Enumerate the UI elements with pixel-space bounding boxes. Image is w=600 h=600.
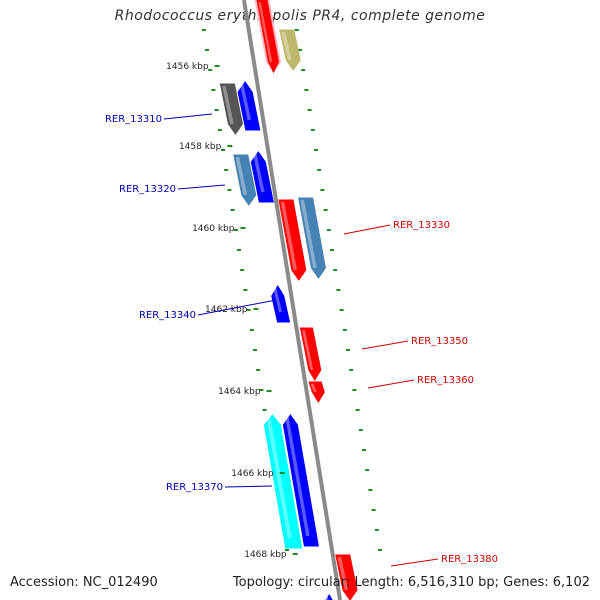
gene-red-13360[interactable] bbox=[308, 381, 325, 403]
accession-text: Accession: NC_012490 bbox=[10, 575, 158, 590]
gene-red-top[interactable] bbox=[256, 0, 280, 74]
gene-blue-bottom[interactable] bbox=[323, 594, 339, 600]
gene-leader-line bbox=[177, 184, 226, 190]
gene-blue-13370[interactable] bbox=[282, 414, 319, 547]
gene-red-13380[interactable] bbox=[335, 554, 358, 600]
tick-label: 1458 kbp bbox=[179, 142, 222, 152]
gene-leader-line bbox=[343, 224, 391, 235]
gene-red-13350[interactable] bbox=[299, 327, 322, 381]
gene-label-right[interactable]: RER_13380 bbox=[441, 554, 498, 565]
gene-leader-line bbox=[367, 379, 415, 389]
gene-label-layer: RER_13310 RER_13320 RER_13340 RER_13370 RER_… bbox=[105, 113, 498, 567]
gene-steel-13330[interactable] bbox=[298, 197, 327, 279]
gene-red-13330[interactable] bbox=[278, 199, 307, 281]
gene-label-right[interactable]: RER_13350 bbox=[411, 336, 468, 347]
gene-label-right[interactable]: RER_13360 bbox=[417, 375, 474, 386]
gene-blue-13320[interactable] bbox=[250, 151, 274, 203]
gene-label-left[interactable]: RER_13310 bbox=[105, 114, 162, 125]
gene-gray[interactable] bbox=[219, 83, 243, 135]
genome-backbone bbox=[242, 0, 342, 600]
tick-label: 1466 kbp bbox=[231, 469, 274, 479]
gene-leader-line bbox=[163, 113, 213, 120]
gene-khaki-top[interactable] bbox=[279, 29, 301, 71]
gene-leader-line bbox=[361, 340, 409, 350]
gene-label-left[interactable]: RER_13320 bbox=[119, 184, 176, 195]
gene-label-left[interactable]: RER_13340 bbox=[139, 310, 196, 321]
topology-text: Topology: circular; Length: 6,516,310 bp… bbox=[232, 575, 590, 590]
map-title: Rhodococcus erythropolis PR4, complete g… bbox=[114, 8, 486, 24]
gene-blue-13310[interactable] bbox=[237, 81, 261, 131]
tick-label: 1456 kbp bbox=[166, 62, 209, 72]
gene-blue-13340[interactable] bbox=[271, 285, 291, 323]
gene-leader-line bbox=[197, 299, 277, 316]
gene-label-right[interactable]: RER_13330 bbox=[393, 220, 450, 231]
gene-label-left[interactable]: RER_13370 bbox=[166, 482, 223, 493]
tick-label: 1468 kbp bbox=[244, 550, 287, 560]
tick-label: 1460 kbp bbox=[192, 224, 235, 234]
tick-label: 1464 kbp bbox=[218, 387, 261, 397]
gene-features bbox=[219, 0, 358, 600]
gene-leader-line bbox=[224, 485, 273, 488]
gene-leader-line bbox=[390, 558, 439, 567]
gene-cyan-13370[interactable] bbox=[263, 414, 303, 549]
gene-steel-13320[interactable] bbox=[233, 154, 257, 206]
